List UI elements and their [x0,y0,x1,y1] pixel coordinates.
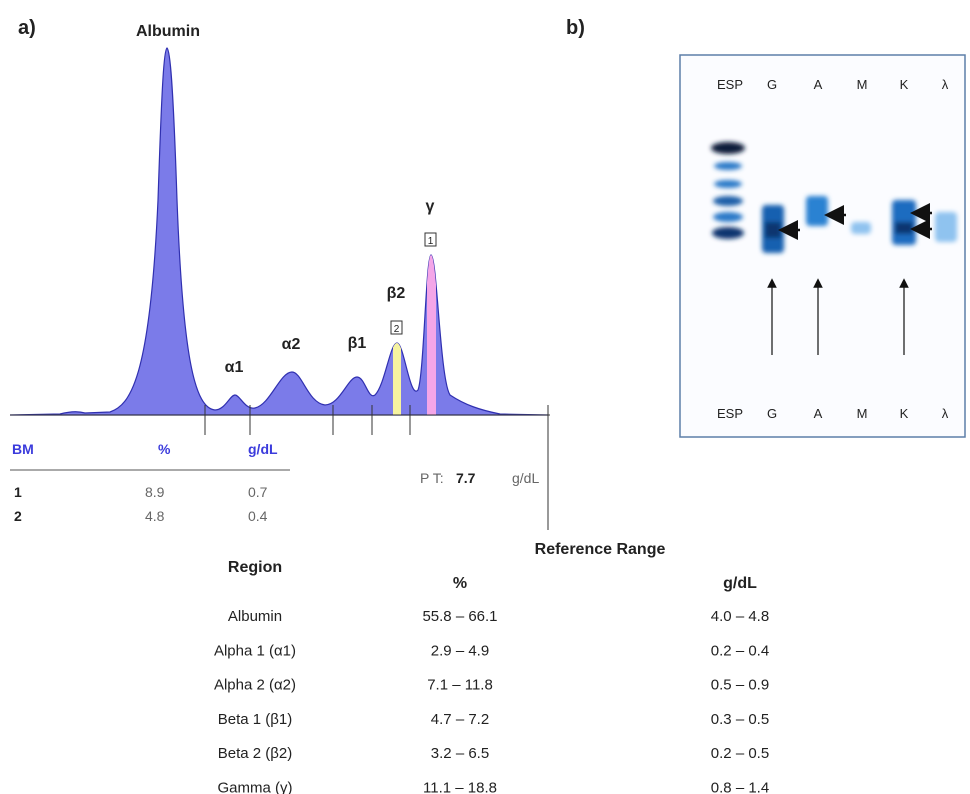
region-name: Gamma (γ) [218,780,293,794]
table-header: % [453,575,467,592]
table-header: g/dL [248,441,278,457]
gel-frame [680,55,965,437]
densitometry-trace [10,48,548,415]
lane-label: M [857,77,868,92]
beta2-band [393,300,401,420]
range-cell: 7.1 – 11.8 [427,677,493,694]
lane-label: A [814,77,823,92]
range-cell: 2.9 – 4.9 [431,642,489,659]
range-cell: 4.7 – 7.2 [431,711,489,728]
cell: 4.8 [145,508,165,524]
range-cell: 55.8 – 66.1 [422,608,497,625]
range-cell: 0.2 – 0.5 [711,745,769,762]
lane-label: M [857,406,868,421]
lane-label: A [814,406,823,421]
marker-label: 2 [394,324,400,335]
range-cell: 11.1 – 18.8 [423,780,497,794]
lane-label: λ [942,77,949,92]
band [714,180,742,188]
range-cell: 0.5 – 0.9 [711,677,769,694]
region-name: Alpha 1 (α1) [214,642,296,659]
lane-label: K [900,406,909,421]
cell: 8.9 [145,484,165,500]
cell: 0.4 [248,508,268,524]
lane-label: G [767,77,777,92]
region-name: Beta 1 (β1) [218,711,293,728]
band [895,222,913,234]
band [713,212,743,222]
band [711,142,745,154]
range-cell: 0.8 – 1.4 [711,780,769,794]
cell: 0.7 [248,484,268,500]
page: {"panel_a": {"label": "a)", "peaks": {"a… [0,0,970,794]
range-cell: 4.0 – 4.8 [711,608,769,625]
table-header: % [158,441,171,457]
marker-label: 1 [428,236,434,247]
peak-label: α2 [282,336,301,353]
baseline [10,405,550,530]
row-id: 1 [14,484,22,500]
lane-label: G [767,406,777,421]
band [712,227,744,239]
lane-label: K [900,77,909,92]
row-id: 2 [14,508,22,524]
region-name: Alpha 2 (α2) [214,677,296,694]
total-protein-value: 7.7 [456,470,476,486]
table-header: BM [12,441,34,457]
figure: a) Albumin α1 α2 β1 β2 γ 1 2 BM % g/dL 1… [0,0,970,794]
peak-label: Albumin [136,23,200,40]
table-title: Reference Range [535,541,666,558]
peak-label: β2 [387,285,406,302]
region-name: Albumin [228,608,282,625]
band [851,222,871,234]
panel-label: a) [18,17,36,39]
total-protein-unit: g/dL [512,470,539,486]
range-cell: 0.3 – 0.5 [711,711,769,728]
table-header: Region [228,559,282,576]
region-name: Beta 2 (β2) [218,745,293,762]
band [935,212,957,242]
band [713,196,743,206]
band [714,162,742,170]
total-protein-label: P T: [420,470,444,486]
table-header: g/dL [723,575,757,592]
lane-label: λ [942,406,949,421]
peak-label: γ [426,198,435,215]
lane-label: ESP [717,77,743,92]
panel-label: b) [566,17,585,39]
band [806,196,828,226]
band [765,222,781,238]
peak-label: α1 [225,359,244,376]
range-cell: 0.2 – 0.4 [711,642,769,659]
peak-label: β1 [348,335,367,352]
reference-rows: Albumin 55.8 – 66.1 4.0 – 4.8 Alpha 1 (α1) 2… [214,608,769,794]
lane-label: ESP [717,406,743,421]
range-cell: 3.2 – 6.5 [431,745,489,762]
